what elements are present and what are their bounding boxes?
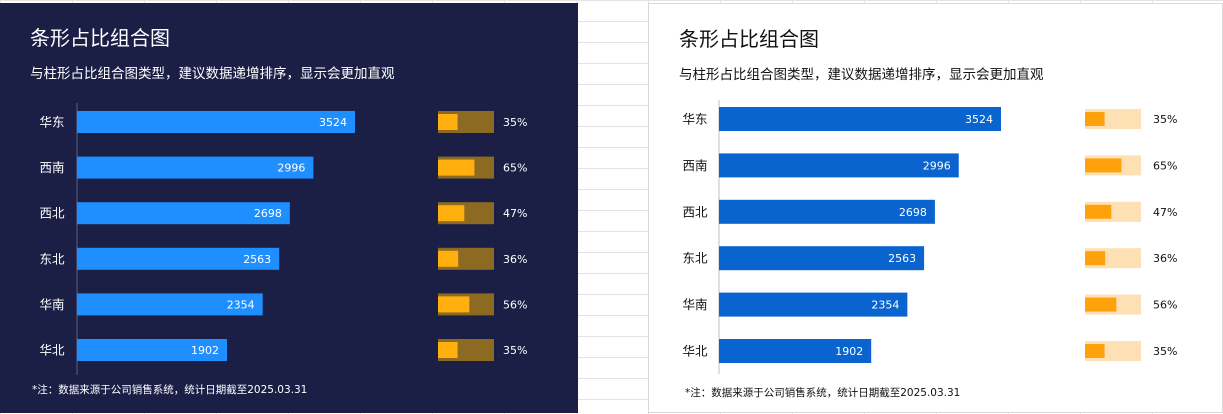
chart-subtitle: 与柱形占比组合图类型，建议数据递增排序，显示会更加直观 [30,66,395,82]
source-note: *注：数据来源于公司销售系统，统计日期截至2025.03.31 [32,384,308,396]
bar [719,292,908,317]
chart-subtitle: 与柱形占比组合图类型，建议数据递增排序，显示会更加直观 [679,67,1044,83]
bar [719,107,1001,131]
percent-fill [438,250,459,267]
data-label: 2563 [888,252,916,265]
percent-fill [438,342,458,358]
category-label: 华南 [682,297,707,312]
bar [77,293,263,316]
bar [77,156,314,179]
percent-fill [1085,251,1106,266]
chart-panel-dark: 条形占比组合图 与柱形占比组合图类型，建议数据递增排序，显示会更加直观 华东 35… [0,3,578,413]
data-label: 1902 [191,344,219,357]
category-label: 华南 [39,297,64,312]
bar [77,339,228,361]
category-label: 华东 [682,112,707,127]
percent-label: 47% [1153,206,1177,219]
bar-percent-chart-dark: 华东 3524 35% 西南 2996 65% 西北 2698 47% 东北 2563 36% 华南 23… [39,103,527,375]
bar [719,339,872,363]
percent-fill [438,114,458,130]
data-label: 2698 [254,207,282,220]
data-label: 1902 [835,345,863,358]
bar [719,199,935,224]
percent-label: 35% [1153,345,1177,358]
percent-fill [1085,112,1105,126]
bar [77,247,280,270]
percent-label: 35% [1153,113,1177,126]
percent-label: 36% [503,253,527,266]
chart-title: 条形占比组合图 [679,27,819,51]
category-label: 西南 [682,158,707,173]
percent-label: 56% [1153,299,1177,312]
percent-fill [1085,297,1117,312]
category-label: 华北 [39,343,65,358]
chart-title: 条形占比组合图 [30,26,170,50]
bar [77,202,290,225]
bar [719,246,925,271]
percent-label: 47% [503,207,527,220]
data-label: 2354 [227,298,255,311]
data-label: 2996 [277,162,305,175]
data-label: 2698 [899,206,927,219]
category-label: 西南 [39,160,64,175]
data-label: 2354 [871,299,899,312]
category-label: 东北 [682,251,708,266]
percent-fill [1085,204,1112,219]
data-label: 2996 [923,159,951,172]
category-label: 东北 [39,251,65,266]
percent-label: 35% [503,344,527,357]
category-label: 西北 [682,204,708,219]
source-note: *注：数据来源于公司销售系统，统计日期截至2025.03.31 [685,387,961,399]
data-label: 2563 [243,253,271,266]
bar [719,153,959,178]
percent-fill [1085,344,1105,358]
bar-percent-chart-light: 华东 3524 35% 西南 2996 65% 西北 2698 47% 东北 2563 36% 华南 23… [682,100,1177,374]
percent-label: 36% [1153,252,1177,265]
data-label: 3524 [319,116,347,129]
data-label: 3524 [965,113,993,126]
percent-label: 56% [503,298,527,311]
category-label: 华北 [682,344,708,359]
chart-panel-light: 条形占比组合图 与柱形占比组合图类型，建议数据递增排序，显示会更加直观 华东 35… [648,3,1223,413]
category-label: 华东 [39,115,64,130]
percent-fill [1085,158,1122,173]
percent-fill [438,159,475,176]
category-label: 西北 [39,206,65,221]
percent-fill [438,296,470,313]
percent-label: 35% [503,116,527,129]
percent-fill [438,205,465,222]
percent-label: 65% [503,162,527,175]
bar [77,111,355,133]
percent-label: 65% [1153,159,1177,172]
